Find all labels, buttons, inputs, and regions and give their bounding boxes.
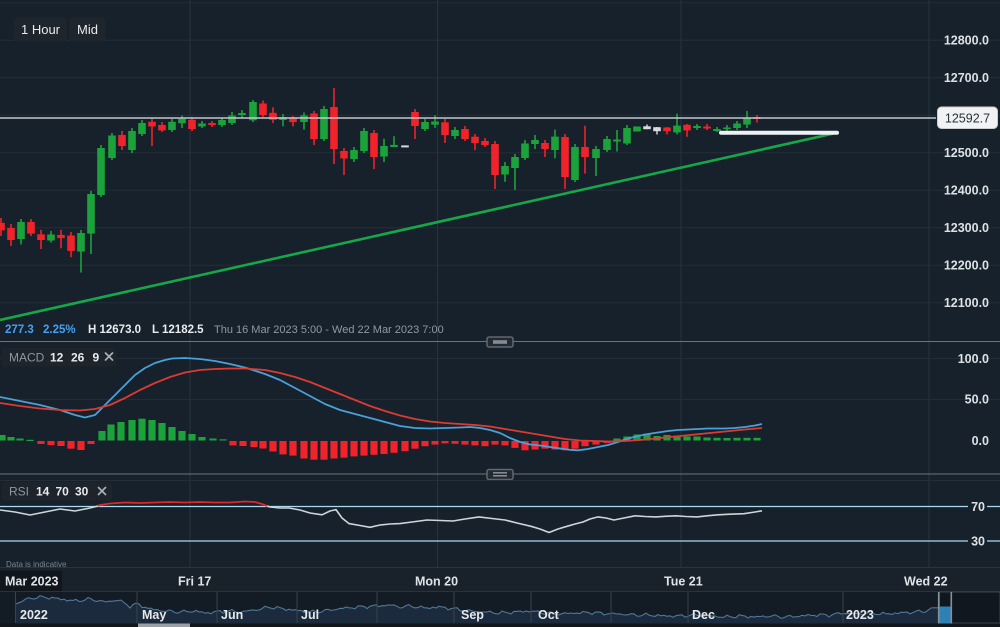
svg-text:Mar 2023: Mar 2023 [5,575,59,589]
svg-text:Jun: Jun [221,608,243,622]
svg-text:L 12182.5: L 12182.5 [152,324,204,336]
svg-text:12800.0: 12800.0 [944,34,989,48]
svg-text:Tue 21: Tue 21 [664,575,703,589]
svg-text:RSI: RSI [9,485,29,499]
svg-text:Mid: Mid [77,22,98,37]
svg-text:Dec: Dec [692,608,715,622]
svg-text:70: 70 [56,485,70,499]
svg-text:Fri 17: Fri 17 [178,575,211,589]
svg-text:H 12673.0: H 12673.0 [88,324,141,336]
svg-text:2.25%: 2.25% [43,324,76,336]
svg-text:Thu 16 Mar 2023 5:00 - Wed 22: Thu 16 Mar 2023 5:00 - Wed 22 Mar 2023 7… [214,324,444,336]
svg-text:12700.0: 12700.0 [944,71,989,85]
svg-text:9: 9 [93,351,100,365]
svg-text:0.0: 0.0 [972,434,989,448]
svg-text:30: 30 [75,485,89,499]
svg-text:2023: 2023 [846,608,874,622]
svg-text:12200.0: 12200.0 [944,259,989,273]
svg-text:Jul: Jul [301,608,319,622]
svg-text:12592.7: 12592.7 [945,111,990,125]
svg-text:12300.0: 12300.0 [944,221,989,235]
svg-text:Mon 20: Mon 20 [415,575,458,589]
svg-text:MACD: MACD [9,351,45,365]
svg-text:100.0: 100.0 [958,352,989,366]
svg-text:30: 30 [971,535,985,549]
svg-text:26: 26 [71,351,85,365]
svg-text:50.0: 50.0 [965,393,989,407]
svg-text:May: May [142,608,166,622]
svg-text:1 Hour: 1 Hour [21,22,61,37]
svg-text:Wed 22: Wed 22 [904,575,948,589]
svg-text:70: 70 [971,500,985,514]
svg-text:12100.0: 12100.0 [944,296,989,310]
svg-text:12400.0: 12400.0 [944,184,989,198]
svg-text:12: 12 [50,351,64,365]
svg-text:14: 14 [36,485,50,499]
svg-text:277.3: 277.3 [5,324,34,336]
svg-text:12500.0: 12500.0 [944,146,989,160]
svg-text:Data is indicative: Data is indicative [6,560,67,569]
svg-text:Sep: Sep [461,608,484,622]
svg-text:Oct: Oct [538,608,560,622]
svg-text:2022: 2022 [20,608,48,622]
